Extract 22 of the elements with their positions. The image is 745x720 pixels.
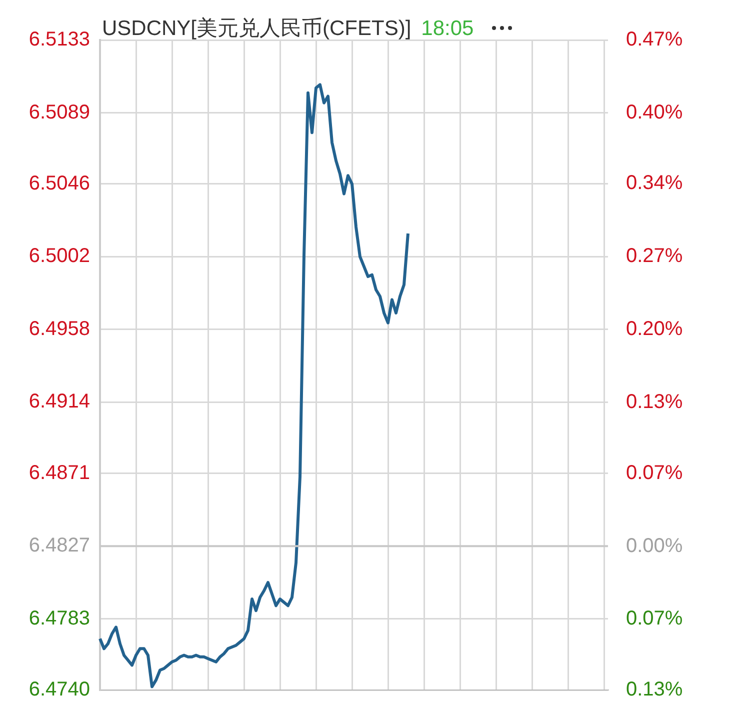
y2-tick-label: 0.27% bbox=[626, 245, 683, 268]
y-tick-label: 6.4914 bbox=[28, 390, 90, 413]
y2-tick-label: 0.20% bbox=[626, 318, 683, 340]
y-tick-label: 6.5133 bbox=[28, 28, 90, 51]
chart-subtitle: 18:05 bbox=[421, 17, 474, 40]
y2-tick-label: 0.47% bbox=[626, 28, 683, 51]
y-tick-label: 6.5089 bbox=[28, 101, 90, 124]
y-tick-label: 6.4871 bbox=[28, 462, 90, 484]
y2-tick-label: 0.13% bbox=[626, 391, 683, 414]
y-tick-label: 6.5046 bbox=[28, 172, 90, 194]
y2-tick-label: 0.40% bbox=[626, 101, 683, 124]
y2-tick-label: 0.07% bbox=[626, 608, 683, 630]
y2-tick-label: 0.13% bbox=[626, 678, 683, 701]
y-tick-label: 6.4958 bbox=[28, 318, 90, 340]
y-tick-label: 6.4740 bbox=[28, 678, 90, 701]
y-tick-label: 6.4827 bbox=[28, 534, 90, 557]
y2-tick-label: 0.00% bbox=[626, 534, 683, 557]
y-tick-label: 6.4783 bbox=[28, 607, 90, 630]
y-tick-label: 6.5002 bbox=[28, 245, 90, 268]
y2-tick-label: 0.07% bbox=[626, 462, 683, 484]
chart-title: USDCNY[美元兑人民币(CFETS)] bbox=[102, 17, 412, 40]
y2-tick-label: 0.34% bbox=[626, 172, 683, 194]
